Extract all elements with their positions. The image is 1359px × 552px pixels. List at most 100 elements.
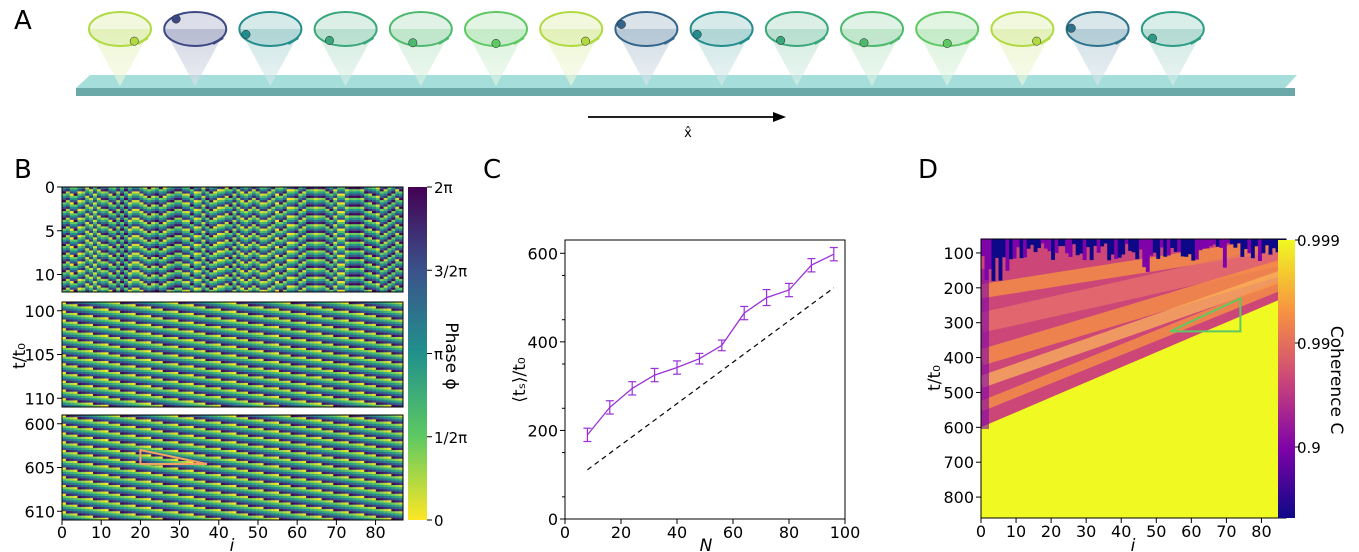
heatmap-cell (100, 312, 105, 316)
heatmap-cell (135, 224, 140, 227)
heatmap-cell (151, 310, 156, 314)
heatmap-cell (228, 195, 233, 199)
heatmap-cell (263, 217, 268, 221)
heatmap-cell (356, 204, 361, 207)
heatmap-cell (228, 224, 233, 227)
heatmap-cell (263, 187, 268, 190)
heatmap-cell (170, 278, 175, 282)
heatmap-cell (329, 270, 334, 273)
heatmap-cell (364, 272, 369, 275)
heatmap-cell (224, 267, 229, 271)
heatmap-cell (131, 261, 136, 264)
heatmap-cell (89, 246, 94, 249)
heatmap-cell (302, 211, 307, 214)
heatmap-cell (135, 304, 140, 307)
heatmap-cell (251, 312, 257, 316)
heatmap-cell (395, 265, 400, 269)
heatmap-cell (275, 217, 280, 221)
heatmap-cell (372, 283, 377, 286)
heatmap-cell (310, 312, 315, 316)
heatmap-cell (325, 287, 330, 291)
heatmap-cell (341, 250, 346, 253)
heatmap-cell (100, 197, 105, 201)
heatmap-cell (290, 219, 295, 223)
heatmap-cell (143, 246, 148, 249)
heatmap-cell (174, 189, 179, 192)
heatmap-cell (240, 272, 245, 275)
heatmap-cell (399, 261, 404, 264)
heatmap-cell (228, 239, 233, 242)
heatmap-cell (108, 193, 113, 197)
heatmap-subplot (61, 186, 404, 293)
heatmap-cell (158, 265, 164, 269)
heatmap-cell (166, 226, 171, 229)
heatmap-cell (166, 317, 171, 320)
heatmap-cell (220, 248, 226, 251)
heatmap-cell (383, 254, 388, 258)
heatmap-cell (298, 226, 303, 229)
heatmap-cell (337, 278, 342, 282)
heatmap-cell (178, 270, 183, 273)
heatmap-cell (127, 254, 133, 258)
heatmap-cell (286, 195, 291, 199)
heatmap-cell (147, 302, 152, 305)
heatmap-cell (387, 261, 392, 264)
heatmap-cell (383, 241, 388, 245)
heatmap-cell (375, 302, 381, 305)
panel-a: x̂ (76, 11, 1297, 141)
heatmap-cell (364, 195, 369, 199)
heatmap-cell (383, 215, 388, 218)
x-axis-label: x̂ (684, 126, 692, 141)
heatmap-cell (263, 213, 268, 216)
heatmap-cell (321, 278, 326, 282)
heatmap-cell (275, 226, 280, 229)
heatmap-cell (170, 211, 175, 214)
heatmap-cell (282, 315, 288, 318)
heatmap-cell (360, 235, 365, 238)
heatmap-cell (286, 304, 291, 307)
oscillator-cone (539, 11, 604, 86)
heatmap-cell (186, 285, 191, 288)
heatmap-cell (147, 310, 152, 314)
heatmap-cell (108, 312, 113, 316)
heatmap-cell (352, 213, 357, 216)
heatmap-cell (271, 195, 276, 199)
heatmap-cell (139, 217, 144, 221)
heatmap-cell (399, 224, 404, 227)
heatmap-cell (182, 200, 187, 203)
heatmap-cell (317, 226, 322, 229)
heatmap-cell (236, 250, 241, 253)
heatmap-cell (364, 193, 369, 197)
heatmap-cell (321, 237, 326, 240)
heatmap-cell (120, 267, 125, 271)
heatmap-cell (348, 302, 353, 305)
heatmap-cell (147, 204, 152, 207)
heatmap-cell (73, 219, 78, 223)
heatmap-cell (166, 237, 171, 240)
heatmap-cell (220, 237, 226, 240)
heatmap-cell (310, 243, 315, 247)
heatmap-cell (244, 283, 249, 286)
heatmap-cell (248, 254, 253, 258)
heatmap-cell (108, 308, 113, 312)
heatmap-cell (298, 246, 303, 249)
heatmap-cell (143, 254, 148, 258)
heatmap-cell (313, 304, 319, 307)
cone-orbit (388, 11, 453, 47)
heatmap-cell (81, 252, 86, 256)
heatmap-cell (333, 230, 338, 234)
heatmap-cell (372, 230, 377, 234)
heatmap-cell (399, 235, 404, 238)
heatmap-cell (197, 232, 202, 236)
heatmap-cell (294, 263, 299, 267)
heatmap-cell (96, 237, 102, 240)
heatmap-cell (77, 267, 82, 271)
heatmap-cell (379, 254, 384, 258)
heatmap-cell (329, 304, 334, 307)
heatmap-cell (251, 193, 257, 197)
heatmap-cell (282, 243, 288, 247)
heatmap-cell (310, 283, 315, 286)
heatmap-cell (85, 315, 90, 318)
heatmap-cell (244, 289, 249, 293)
heatmap-cell (337, 213, 342, 216)
